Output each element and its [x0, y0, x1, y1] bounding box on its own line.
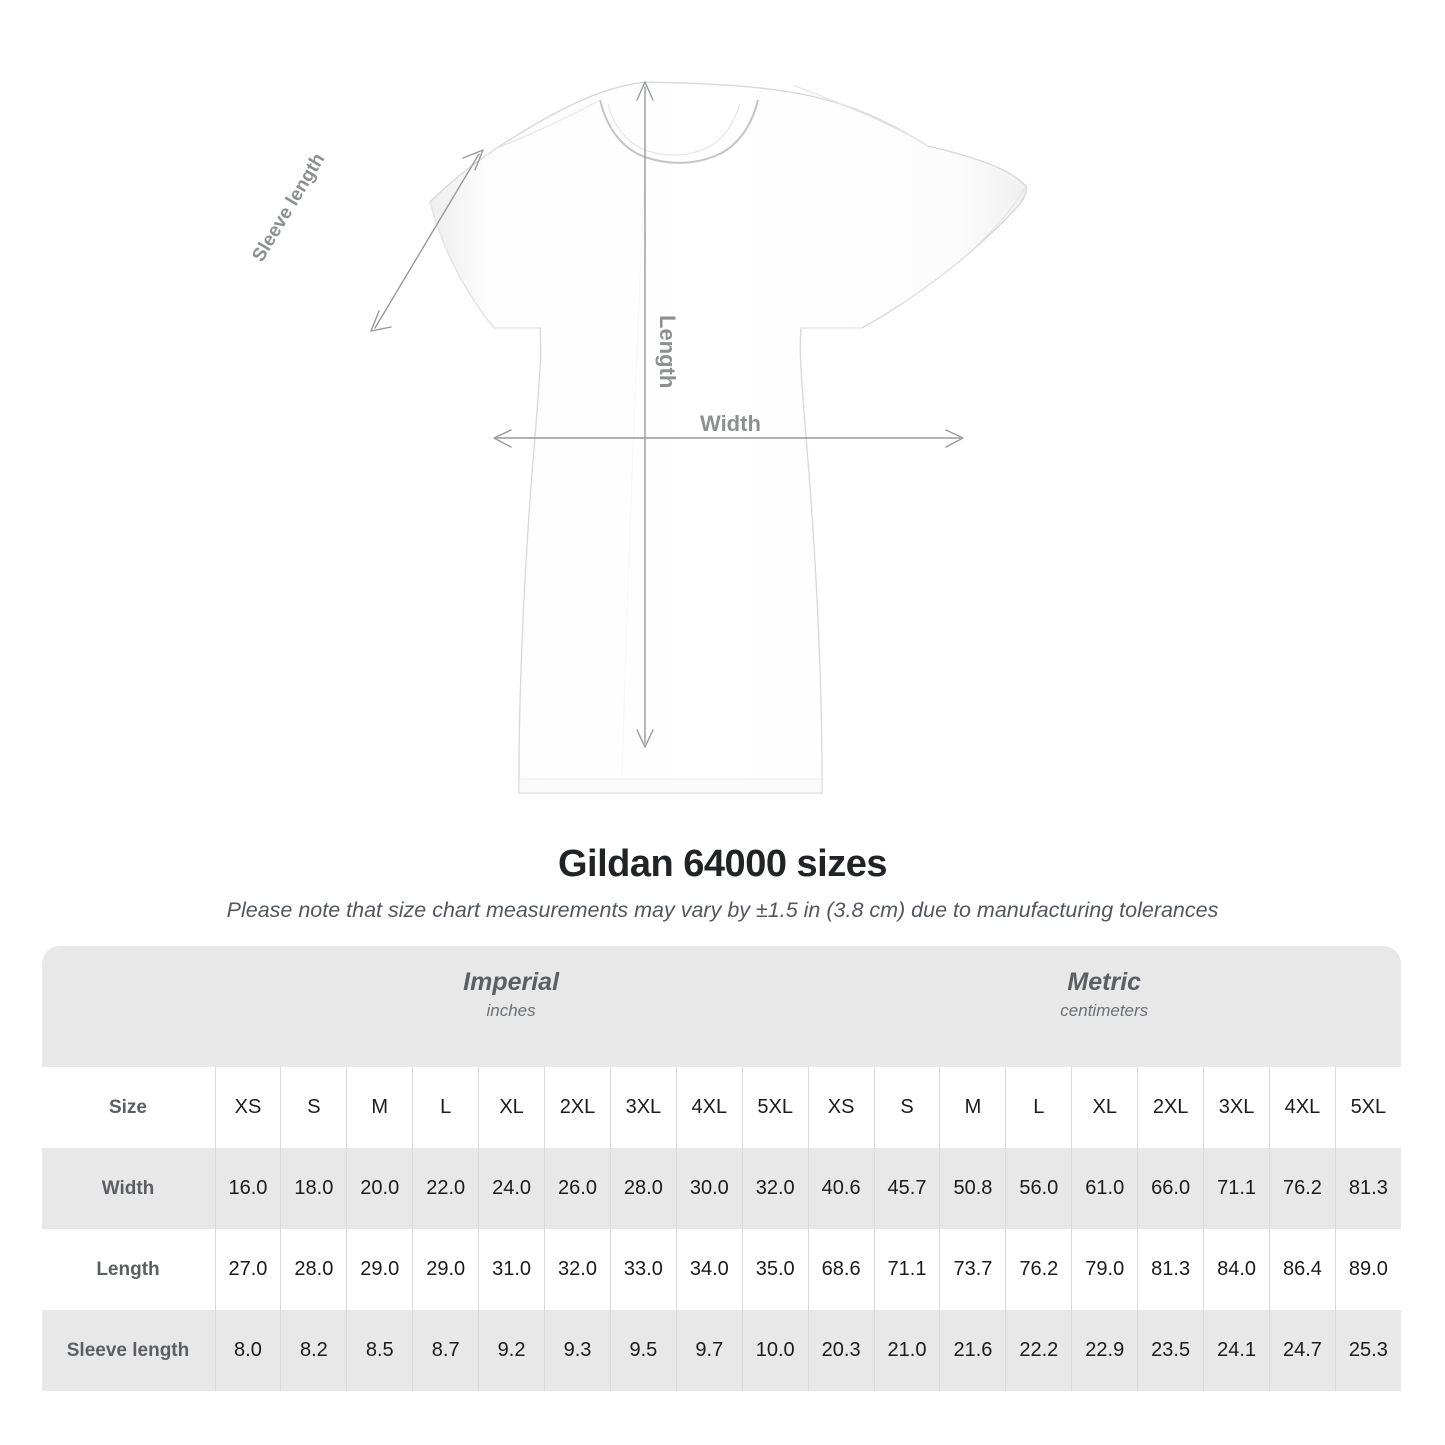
svg-text:Width: Width: [700, 411, 761, 436]
svg-text:Sleeve length: Sleeve length: [248, 150, 329, 266]
svg-text:Length: Length: [655, 315, 680, 388]
